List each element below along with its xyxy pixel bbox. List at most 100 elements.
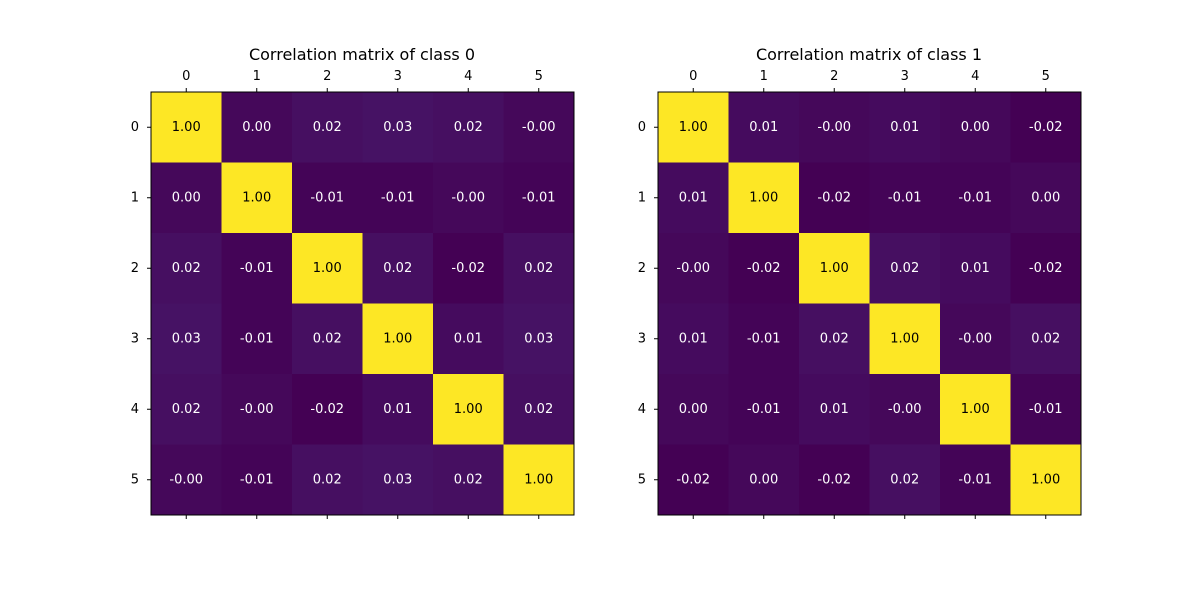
cell-label-r3-c2: 0.02	[313, 331, 342, 346]
cell-label-r0-c0: 1.00	[172, 120, 201, 135]
heatmap-cell-r1-c2	[799, 162, 870, 234]
x-tick-label: 5	[1042, 69, 1050, 84]
cell-label-r5-c5: 1.00	[1031, 472, 1060, 487]
cell-label-r2-c4: 0.01	[961, 261, 990, 276]
plot-frame	[657, 91, 1082, 516]
cell-label-r4-c2: 0.01	[820, 402, 849, 417]
cell-label-r1-c0: 0.00	[172, 190, 201, 205]
heatmap-cell-r4-c1	[728, 374, 800, 445]
y-tick-label: 0	[131, 120, 139, 135]
heatmap-cell-r2-c2	[799, 233, 870, 304]
cell-label-r4-c1: -0.00	[240, 402, 274, 417]
cell-label-r1-c5: 0.00	[1031, 190, 1060, 205]
x-tick-label: 1	[760, 69, 768, 84]
cell-label-r4-c3: 0.01	[383, 402, 412, 417]
heatmap-cell-r5-c5	[503, 444, 575, 516]
cell-label-r2-c5: -0.02	[1029, 261, 1063, 276]
heatmap-cell-r0-c1	[221, 92, 293, 163]
cell-label-r0-c0: 1.00	[679, 120, 708, 135]
heatmap-cell-r3-c5	[1010, 303, 1082, 375]
cell-label-r5-c4: -0.01	[958, 472, 992, 487]
cell-label-r1-c1: 1.00	[242, 190, 271, 205]
heatmap-cell-r0-c4	[433, 92, 504, 163]
heatmap-cell-r4-c0	[151, 374, 222, 445]
cell-label-r0-c3: 0.03	[383, 120, 412, 135]
cell-label-r2-c2: 1.00	[313, 261, 342, 276]
y-tick-label: 5	[131, 472, 139, 487]
heatmap-cell-r1-c1	[221, 162, 293, 234]
heatmap-cell-r3-c2	[799, 303, 870, 375]
cell-label-r4-c4: 1.00	[454, 402, 483, 417]
heatmap-cell-r4-c4	[940, 374, 1011, 445]
x-tick-label: 4	[464, 69, 472, 84]
heatmap-cell-r4-c4	[433, 374, 504, 445]
heatmap-cell-r2-c3	[869, 233, 941, 304]
chart-title: Correlation matrix of class 0	[249, 45, 475, 64]
heatmap-cell-r5-c2	[799, 444, 870, 516]
heatmap-cell-r0-c4	[940, 92, 1011, 163]
heatmap-cell-r0-c0	[658, 92, 729, 163]
y-tick-label: 4	[638, 402, 646, 417]
cell-label-r0-c4: 0.02	[454, 120, 483, 135]
heatmap-cell-r0-c3	[362, 92, 434, 163]
chart-title: Correlation matrix of class 1	[756, 45, 982, 64]
heatmap-cell-r4-c1	[221, 374, 293, 445]
cell-label-r2-c3: 0.02	[383, 261, 412, 276]
heatmap-cell-r2-c0	[658, 233, 729, 304]
cell-label-r4-c1: -0.01	[747, 402, 781, 417]
heatmap-cell-r2-c2	[292, 233, 363, 304]
cell-label-r5-c3: 0.02	[890, 472, 919, 487]
y-tick-label: 3	[131, 331, 139, 346]
heatmap-cell-r2-c1	[221, 233, 293, 304]
heatmap-cell-r1-c3	[869, 162, 941, 234]
x-tick-label: 1	[253, 69, 261, 84]
cell-label-r2-c2: 1.00	[820, 261, 849, 276]
heatmap-panel-class-1: Correlation matrix of class 1 1.00 0.01 -0…	[638, 45, 1082, 519]
cell-label-r1-c5: -0.01	[522, 190, 556, 205]
heatmap-cell-r4-c5	[1010, 374, 1082, 445]
heatmap-cell-r0-c5	[503, 92, 575, 163]
cell-label-r2-c5: 0.02	[524, 261, 553, 276]
x-tick-label: 0	[689, 69, 697, 84]
cell-label-r1-c0: 0.01	[679, 190, 708, 205]
heatmap-cell-r3-c3	[362, 303, 434, 375]
cell-label-r2-c0: -0.00	[676, 261, 710, 276]
heatmap-cell-r1-c4	[433, 162, 504, 234]
heatmap-panel-class-0: Correlation matrix of class 0 1.00 0.00 0.…	[131, 45, 575, 519]
heatmap-cell-r5-c1	[221, 444, 293, 516]
cell-label-r3-c4: 0.01	[454, 331, 483, 346]
heatmap-cell-r0-c5	[1010, 92, 1082, 163]
heatmap-cell-r1-c3	[362, 162, 434, 234]
y-tick-label: 0	[638, 120, 646, 135]
heatmap-cell-r1-c1	[728, 162, 800, 234]
cell-label-r5-c2: -0.02	[817, 472, 851, 487]
heatmap-cell-r2-c1	[728, 233, 800, 304]
heatmap-axes: 0 1 2 3 4 5 0 1 2 3 4 5	[638, 69, 1082, 519]
heatmap-cell-r5-c3	[869, 444, 941, 516]
cell-label-r1-c2: -0.02	[817, 190, 851, 205]
heatmap-axes: 0 1 2 3 4 5 0 1 2 3 4 5	[131, 69, 575, 519]
cell-label-r5-c0: -0.02	[676, 472, 710, 487]
heatmap-cell-r5-c1	[728, 444, 800, 516]
heatmap-cell-r0-c1	[728, 92, 800, 163]
cell-label-r4-c5: -0.01	[1029, 402, 1063, 417]
y-tick-label: 2	[638, 261, 646, 276]
cell-label-r1-c3: -0.01	[381, 190, 415, 205]
cell-label-r3-c3: 1.00	[383, 331, 412, 346]
x-tick-label: 5	[535, 69, 543, 84]
plot-frame	[150, 91, 575, 516]
heatmap-cell-r4-c3	[362, 374, 434, 445]
y-tick-label: 1	[131, 190, 139, 205]
cell-label-r0-c1: 0.00	[242, 120, 271, 135]
cell-label-r1-c4: -0.01	[958, 190, 992, 205]
heatmap-cell-r1-c5	[503, 162, 575, 234]
heatmap-cell-r2-c5	[503, 233, 575, 304]
cell-label-r2-c1: -0.02	[747, 261, 781, 276]
cell-label-r0-c1: 0.01	[749, 120, 778, 135]
x-tick-label: 3	[901, 69, 909, 84]
cell-label-r4-c5: 0.02	[524, 402, 553, 417]
heatmap-cell-r4-c2	[292, 374, 363, 445]
heatmap-cell-r3-c4	[433, 303, 504, 375]
y-tick-label: 5	[638, 472, 646, 487]
